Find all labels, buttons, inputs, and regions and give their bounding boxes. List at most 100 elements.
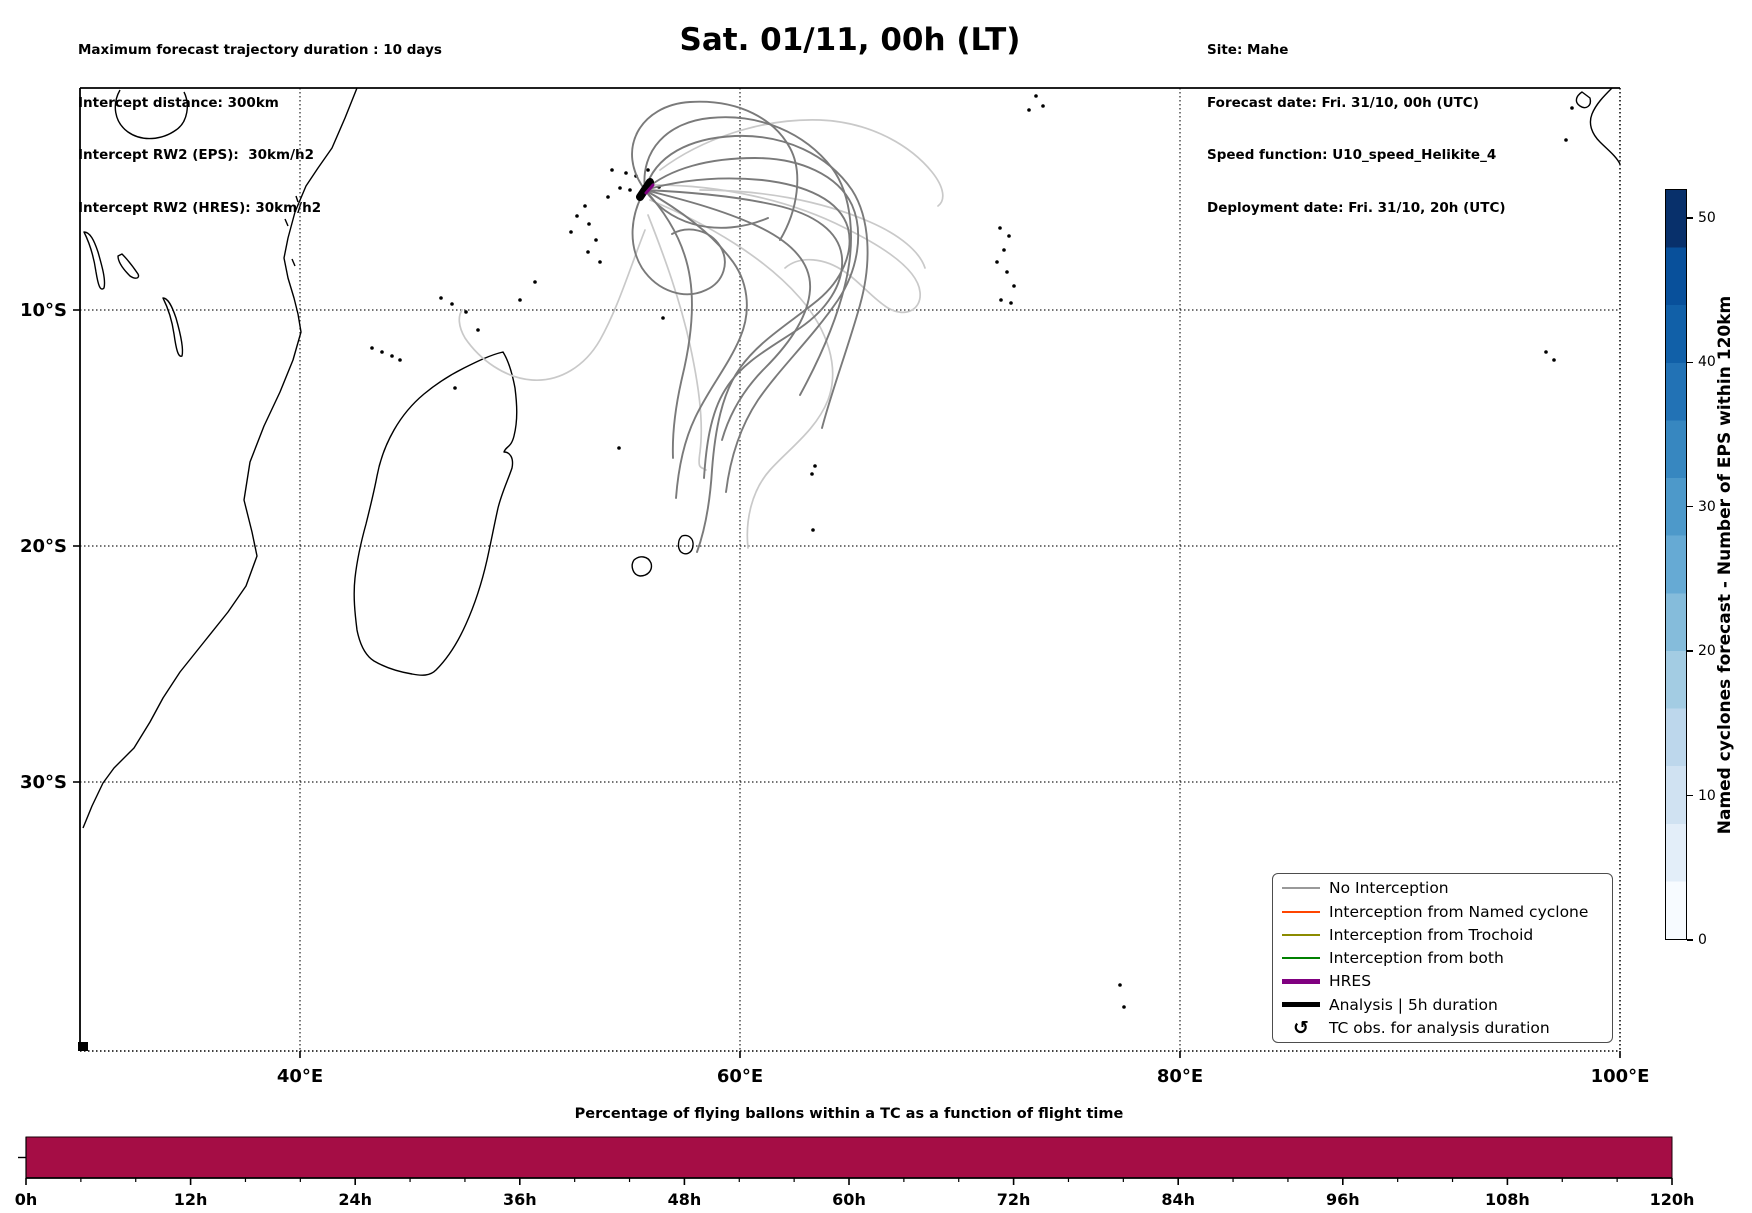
island-speck xyxy=(598,260,602,264)
island-speck xyxy=(813,464,817,468)
intercept-rw2-eps-line: Intercept RW2 (EPS): 30km/h2 xyxy=(78,147,314,163)
legend-line xyxy=(1282,957,1320,959)
legend-item: Interception from both xyxy=(1273,947,1612,969)
island-speck xyxy=(606,195,610,199)
legend-label: Interception from Named cyclone xyxy=(1329,902,1589,921)
x-tick-label: 40°E xyxy=(277,1066,323,1087)
coastline xyxy=(631,556,653,577)
island-speck xyxy=(587,222,591,226)
balloon-trajectory-no-interception xyxy=(644,177,851,553)
balloon-trajectory-light xyxy=(654,184,921,314)
island-speck xyxy=(1122,1005,1126,1009)
island-speck xyxy=(575,214,579,218)
y-tick-label: 30°S xyxy=(20,772,67,793)
forecast-settings-block: Maximum forecast trajectory duration : 1… xyxy=(78,7,442,252)
eps-colorbar xyxy=(1665,189,1687,940)
legend-line-swatch xyxy=(1282,978,1320,984)
island-speck xyxy=(583,204,587,208)
island-speck xyxy=(518,298,522,302)
colorbar-tick-label: 30 xyxy=(1698,498,1716,515)
island-speck xyxy=(618,186,622,190)
balloon-trajectory-no-interception xyxy=(644,189,843,479)
intercept-rw2-hres-line: Intercept RW2 (HRES): 30km/h2 xyxy=(78,199,322,216)
coastline xyxy=(114,89,188,140)
legend-line-swatch xyxy=(1282,887,1320,890)
balloon-trajectory-no-interception xyxy=(644,157,860,493)
legend-line-swatch xyxy=(1282,1002,1320,1007)
island-speck xyxy=(1564,138,1568,142)
coastline xyxy=(291,258,296,267)
balloon-trajectory-no-interception xyxy=(644,189,769,229)
island-speck xyxy=(1041,104,1045,108)
island-speck xyxy=(624,171,628,175)
legend-label: No Interception xyxy=(1329,879,1449,898)
colorbar-tick xyxy=(1687,650,1693,652)
island-speck xyxy=(1544,350,1548,354)
island-speck xyxy=(1005,270,1009,274)
bottom-chart-title: Percentage of flying ballons within a TC… xyxy=(574,1106,1124,1122)
island-speck xyxy=(390,354,394,358)
legend-line xyxy=(1282,978,1320,984)
colorbar-tick xyxy=(1687,505,1693,508)
site-line: Site: Mahe xyxy=(1207,42,1289,58)
bc-tick-label: 120h xyxy=(1650,1190,1695,1209)
island-speck xyxy=(995,260,999,264)
coastline xyxy=(353,351,518,676)
bc-tick-label: 0h xyxy=(15,1190,38,1209)
legend-line xyxy=(1282,1002,1320,1007)
island-speck xyxy=(617,446,621,450)
rotate-ccw-icon: ↺ xyxy=(1293,1016,1309,1039)
island-speck xyxy=(370,346,374,350)
trajectory-map: 40°E 60°E 80°E 100°E 10°S 20°S 30°S xyxy=(20,87,1649,1087)
island-speck xyxy=(1034,94,1038,98)
coastline xyxy=(162,297,184,357)
island-speck xyxy=(450,302,454,306)
island-speck xyxy=(1002,248,1006,252)
site-info-block: Site: Mahe Forecast date: Fri. 31/10, 00… xyxy=(1207,7,1506,252)
bc-tick-label: 12h xyxy=(174,1190,208,1209)
map-legend: No Interception Interception from Named c… xyxy=(1272,873,1613,1043)
bc-tick-label: 36h xyxy=(503,1190,537,1209)
island-speck xyxy=(610,168,614,172)
island-speck xyxy=(398,358,402,362)
tc-obs-icon: ↺ xyxy=(1282,1016,1320,1039)
coastline xyxy=(1589,87,1621,165)
colorbar-tick xyxy=(1687,939,1693,941)
x-tick-label: 60°E xyxy=(717,1066,763,1087)
intercept-distance-line: Intercept distance: 300km xyxy=(78,94,279,111)
deployment-date-line: Deployment date: Fri. 31/10, 20h (UTC) xyxy=(1207,199,1506,216)
speed-function-line: Speed function: U10_speed_Helikite_4 xyxy=(1207,147,1497,163)
legend-line xyxy=(1282,910,1320,913)
colorbar-tick-label: 40 xyxy=(1698,354,1716,371)
island-speck xyxy=(380,350,384,354)
balloon-trajectory-light xyxy=(647,214,707,471)
tc-percentage-bar xyxy=(25,1136,1673,1179)
island-speck xyxy=(1012,284,1016,288)
island-speck xyxy=(533,280,537,284)
balloon-trajectory-no-interception xyxy=(644,189,693,459)
legend-line xyxy=(1282,887,1320,890)
legend-line-swatch xyxy=(1282,957,1320,959)
island-speck xyxy=(1552,358,1556,362)
legend-item: ↺ TC obs. for analysis duration xyxy=(1273,1017,1612,1039)
coastline xyxy=(295,195,299,203)
island-speck xyxy=(1118,983,1122,987)
colorbar-tick xyxy=(1687,217,1693,219)
island-speck xyxy=(628,188,632,192)
coastline xyxy=(284,218,289,227)
coastline xyxy=(1575,91,1592,109)
coastline xyxy=(117,253,140,279)
island-speck xyxy=(569,230,573,234)
legend-label: Interception from Trochoid xyxy=(1329,925,1534,944)
colorbar-tick-label: 20 xyxy=(1698,643,1716,660)
colorbar-tick-label: 0 xyxy=(1698,932,1707,948)
island-speck xyxy=(1009,301,1013,305)
bc-tick-label: 72h xyxy=(997,1190,1031,1209)
legend-label: HRES xyxy=(1329,972,1372,991)
legend-line-swatch xyxy=(1282,910,1320,913)
x-tick-label: 80°E xyxy=(1157,1066,1203,1087)
balloon-trajectory-light xyxy=(458,229,646,381)
island-speck xyxy=(1007,234,1011,238)
island-speck xyxy=(810,472,814,476)
legend-item: Interception from Trochoid xyxy=(1273,924,1612,946)
